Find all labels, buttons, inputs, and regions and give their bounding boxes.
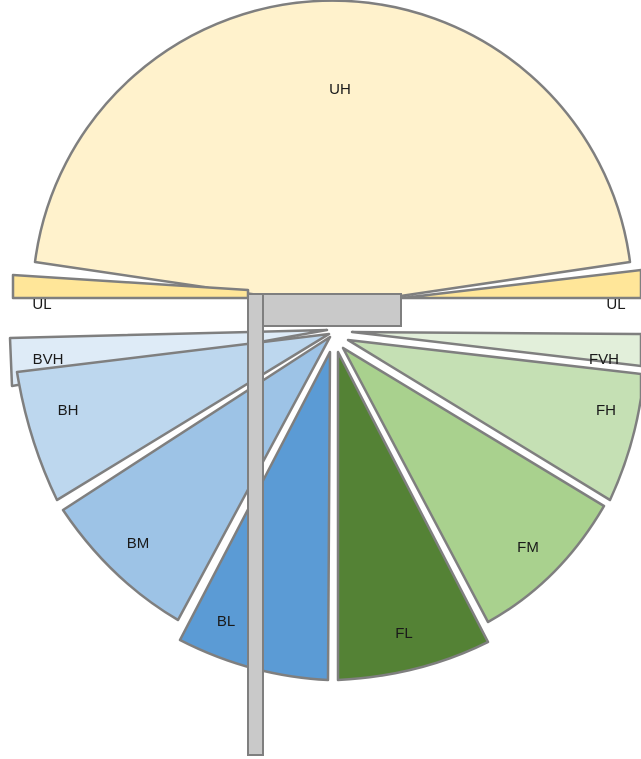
segment-uh: [33, 0, 632, 308]
label-ul-left: UL: [32, 296, 51, 313]
segment-fl: [336, 350, 490, 682]
segment-ul-right: [400, 268, 641, 300]
vertical-pole: [247, 293, 264, 756]
label-fh: FH: [596, 402, 616, 419]
segment-fvh: [350, 330, 641, 368]
segment-fm: [341, 346, 606, 624]
label-fm: FM: [517, 539, 539, 556]
label-bl: BL: [217, 613, 235, 630]
label-uh: UH: [329, 81, 351, 98]
label-bvh: BVH: [33, 351, 64, 368]
label-fl: FL: [395, 625, 413, 642]
label-bh: BH: [58, 402, 79, 419]
label-fvh: FVH: [589, 351, 619, 368]
label-bm: BM: [127, 535, 150, 552]
horizontal-bar: [262, 293, 402, 327]
label-ul-right: UL: [606, 296, 625, 313]
